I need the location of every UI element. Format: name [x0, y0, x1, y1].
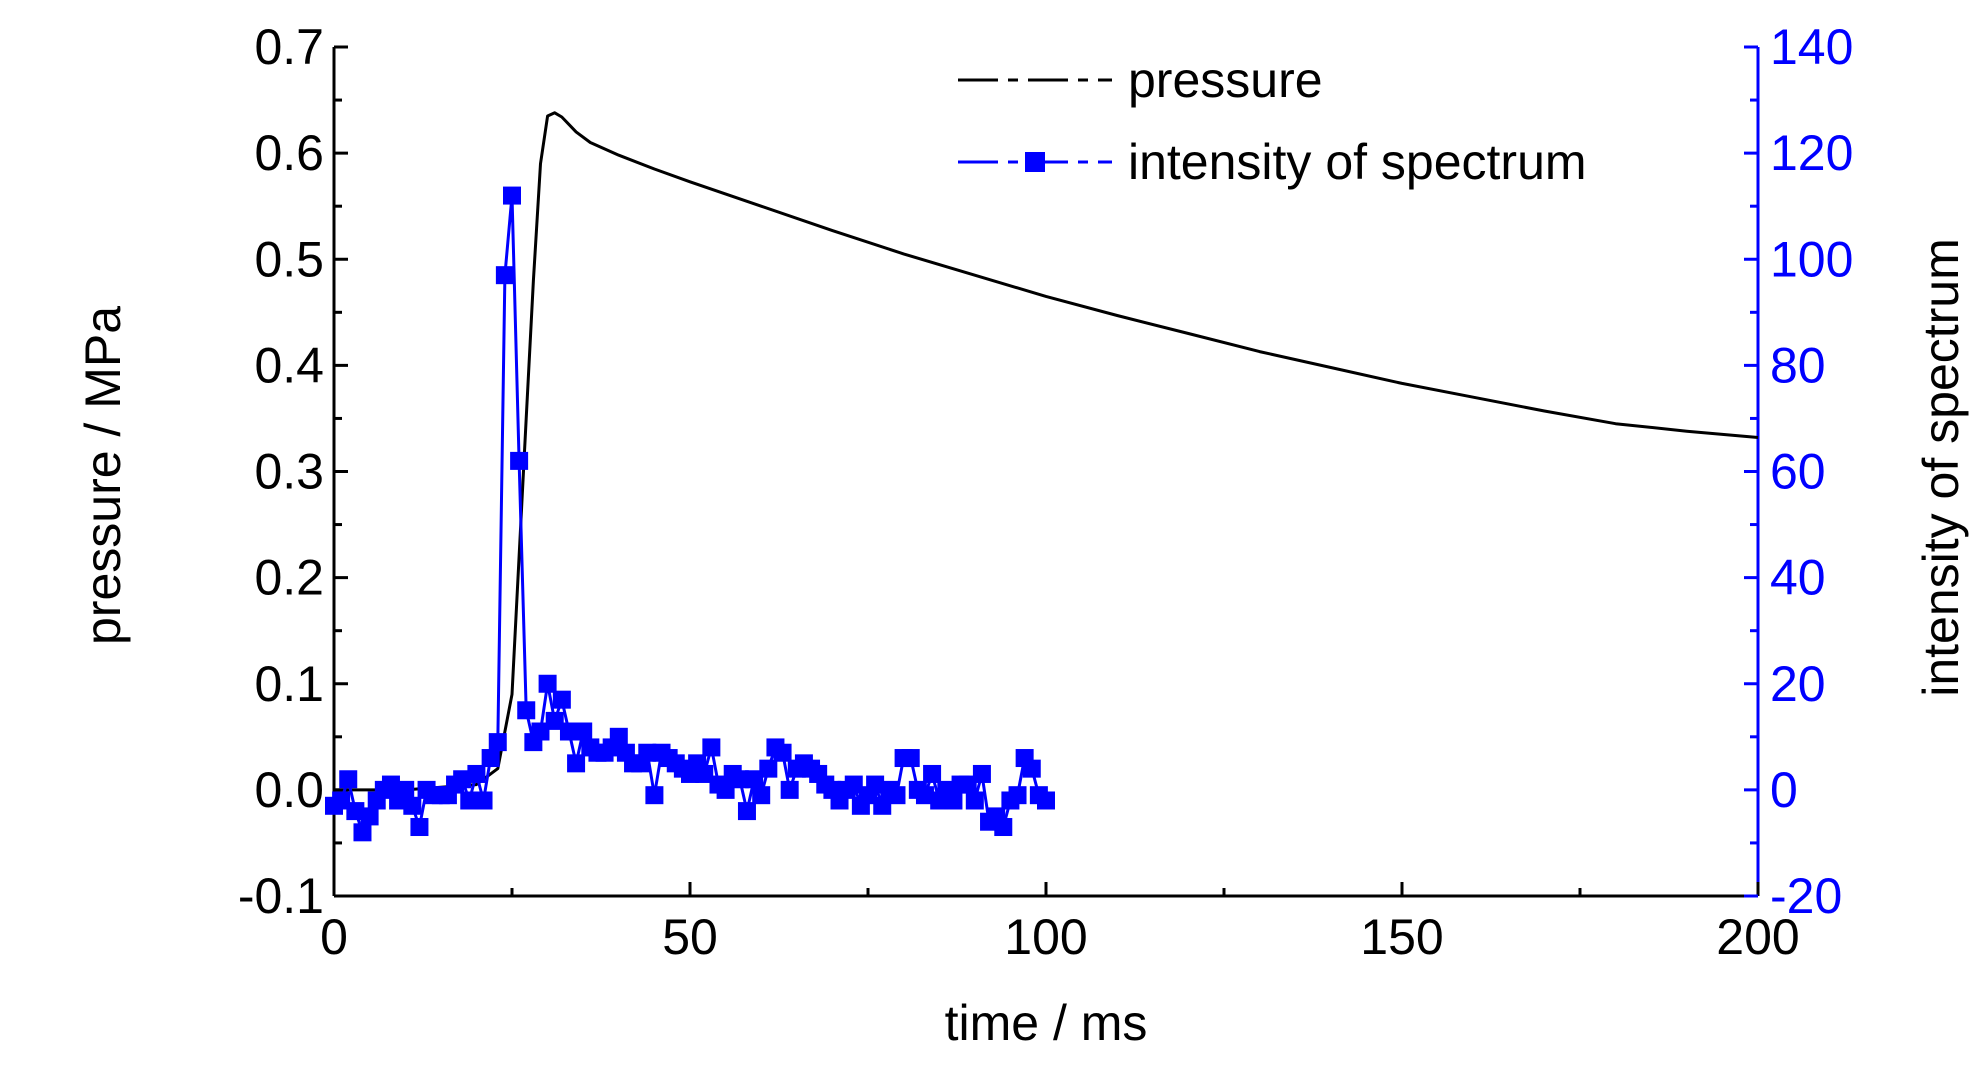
intensity-data-point: [517, 701, 536, 720]
intensity-data-point: [609, 727, 628, 746]
legend-pressure-label: pressure: [1128, 52, 1323, 108]
intensity-data-point: [396, 780, 415, 799]
x-tick-label: 200: [1716, 909, 1799, 965]
intensity-data-point: [467, 764, 486, 783]
intensity-data-point: [958, 775, 977, 794]
y2-tick-label: 20: [1770, 656, 1826, 712]
y-tick-label: 0.6: [254, 125, 324, 181]
intensity-data-point: [360, 807, 379, 826]
intensity-data-point: [481, 749, 500, 768]
x-tick-label: 100: [1004, 909, 1087, 965]
right-y-axis: -20 0 20 40 60 80 100 120 140: [1744, 19, 1853, 924]
series-layer: [325, 111, 1759, 842]
intensity-data-point: [887, 786, 906, 805]
intensity-data-point: [410, 818, 429, 837]
intensity-data-point: [759, 759, 778, 778]
intensity-data-point: [730, 770, 749, 789]
intensity-data-point: [901, 749, 920, 768]
y-tick-label: 0.0: [254, 762, 324, 818]
left-y-axis-title: pressure / MPa: [75, 306, 131, 645]
intensity-data-point: [559, 722, 578, 741]
intensity-data-point: [994, 818, 1013, 837]
intensity-data-point: [346, 802, 365, 821]
intensity-data-point: [695, 764, 714, 783]
intensity-data-point: [353, 823, 372, 842]
intensity-data-point: [332, 791, 351, 810]
intensity-data-point: [510, 451, 529, 470]
intensity-data-point: [567, 754, 586, 773]
intensity-series-line: [333, 194, 1047, 834]
intensity-data-point: [531, 722, 550, 741]
intensity-data-point: [1022, 759, 1041, 778]
intensity-data-point: [737, 802, 756, 821]
legend-intensity-label: intensity of spectrum: [1128, 134, 1587, 190]
intensity-data-point: [453, 770, 472, 789]
intensity-data-point: [503, 186, 521, 205]
left-y-axis: -0.1 0.0 0.1 0.2 0.3 0.4 0.5 0.6 0.7: [238, 19, 348, 924]
intensity-data-point: [944, 791, 963, 810]
y-tick-label: 0.2: [254, 550, 324, 606]
y2-tick-label: 140: [1770, 19, 1853, 75]
y2-tick-label: 120: [1770, 125, 1853, 181]
intensity-data-point: [745, 770, 764, 789]
intensity-data-point: [574, 722, 593, 741]
y2-tick-label: 80: [1770, 337, 1826, 393]
intensity-data-point: [381, 775, 400, 794]
intensity-data-point: [716, 780, 735, 799]
y2-tick-label: -20: [1770, 868, 1842, 924]
intensity-data-point: [780, 780, 799, 799]
y-tick-label: 0.4: [254, 337, 324, 393]
y2-tick-label: 60: [1770, 444, 1826, 500]
intensity-data-point: [645, 786, 664, 805]
intensity-data-point: [873, 796, 892, 815]
intensity-data-point: [538, 674, 557, 693]
intensity-data-point: [495, 266, 514, 285]
intensity-data-point: [965, 791, 984, 810]
pressure-series-line: [334, 111, 1759, 792]
x-tick-label: 150: [1360, 909, 1443, 965]
y2-tick-label: 40: [1770, 550, 1826, 606]
intensity-data-point: [866, 775, 885, 794]
x-axis-title: time / ms: [945, 995, 1148, 1051]
intensity-data-point: [923, 764, 942, 783]
y2-tick-label: 100: [1770, 231, 1853, 287]
y-tick-label: 0.1: [254, 656, 324, 712]
legend-intensity-marker: [1025, 152, 1045, 172]
x-axis: 0 50 100 150 200: [320, 882, 1800, 965]
intensity-data-point: [545, 711, 564, 730]
intensity-data-point: [702, 738, 721, 757]
y-tick-label: 0.5: [254, 231, 324, 287]
intensity-data-point: [1008, 786, 1027, 805]
intensity-data-point: [1037, 791, 1055, 810]
legend: pressure intensity of spectrum: [958, 52, 1587, 190]
intensity-data-point: [474, 791, 493, 810]
intensity-data-point: [488, 733, 507, 752]
intensity-data-point: [844, 775, 863, 794]
right-y-axis-title: intensity of spectrum: [1913, 238, 1969, 697]
intensity-data-point: [460, 791, 479, 810]
intensity-data-point: [403, 796, 422, 815]
x-tick-label: 0: [320, 909, 348, 965]
intensity-data-point: [552, 690, 571, 709]
intensity-data-point: [339, 770, 358, 789]
y-tick-label: -0.1: [238, 868, 324, 924]
intensity-data-point: [752, 786, 771, 805]
y2-tick-label: 0: [1770, 762, 1798, 818]
y-tick-label: 0.7: [254, 19, 324, 75]
intensity-data-point: [972, 764, 991, 783]
x-tick-label: 50: [662, 909, 718, 965]
y-tick-label: 0.3: [254, 444, 324, 500]
intensity-data-point: [915, 786, 934, 805]
intensity-data-point: [773, 743, 792, 762]
intensity-data-point: [638, 743, 657, 762]
